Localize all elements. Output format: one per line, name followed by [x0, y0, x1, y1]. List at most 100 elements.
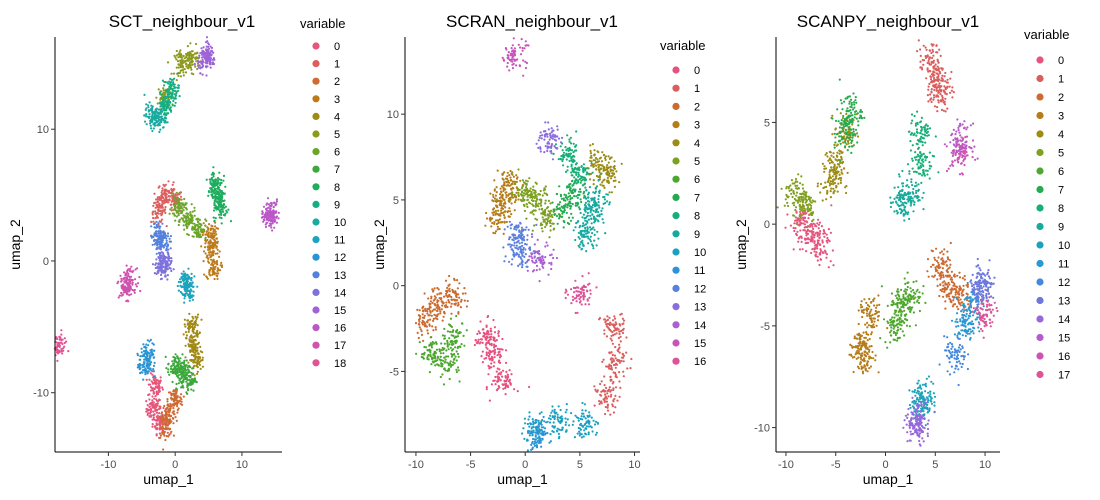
point-cluster-0	[492, 365, 495, 368]
point-cluster-0	[490, 333, 493, 336]
point-cluster-4	[193, 374, 196, 377]
point-cluster-1	[161, 206, 164, 209]
point-cluster-9	[165, 100, 168, 103]
point-cluster-17	[133, 291, 136, 294]
point-cluster-3	[218, 255, 221, 258]
point-cluster-7	[188, 383, 191, 386]
legend-key	[312, 324, 320, 332]
point-cluster-0	[493, 348, 497, 351]
point-cluster-2	[432, 290, 435, 293]
point-cluster-15	[209, 59, 212, 62]
point-cluster-8	[218, 178, 221, 181]
point-cluster-14	[156, 270, 159, 273]
point-cluster-6	[433, 351, 436, 354]
point-cluster-3	[500, 207, 504, 210]
point-cluster-6	[196, 228, 199, 231]
point-cluster-6	[181, 202, 184, 205]
point-cluster-13	[155, 223, 158, 227]
point-cluster-4	[194, 361, 197, 364]
point-cluster-8	[569, 142, 573, 145]
point-cluster-7	[179, 373, 182, 376]
point-cluster-7	[186, 386, 189, 389]
point-cluster-16	[264, 216, 267, 219]
point-cluster-2	[165, 408, 168, 411]
point-cluster-7	[552, 208, 555, 211]
point-cluster-16	[264, 207, 268, 211]
point-cluster-3	[492, 195, 495, 199]
point-cluster-8	[565, 153, 568, 156]
point-cluster-16	[266, 214, 269, 217]
point-cluster-3	[211, 270, 214, 273]
point-cluster-6	[185, 212, 188, 215]
point-cluster-9	[158, 91, 162, 94]
point-cluster-2	[161, 425, 164, 428]
point-cluster-10	[154, 109, 157, 112]
point-cluster-7	[579, 188, 582, 191]
legend-label: 9	[334, 199, 340, 211]
point-cluster-10	[154, 119, 157, 122]
point-cluster-6	[441, 373, 444, 376]
point-cluster-2	[170, 394, 173, 397]
point-cluster-6	[442, 359, 445, 362]
point-cluster-4	[194, 343, 197, 346]
point-cluster-9	[174, 97, 177, 100]
point-cluster-8	[568, 147, 571, 150]
point-cluster-8	[562, 151, 566, 154]
point-cluster-17	[120, 294, 123, 297]
point-cluster-9	[176, 72, 179, 75]
point-cluster-4	[597, 166, 600, 169]
point-cluster-0	[502, 369, 505, 372]
point-cluster-5	[523, 189, 526, 192]
point-cluster-11	[176, 284, 179, 288]
point-cluster-13	[160, 245, 163, 248]
point-cluster-6	[433, 360, 436, 363]
point-cluster-3	[215, 246, 218, 249]
point-cluster-1	[611, 382, 614, 385]
point-cluster-1	[606, 406, 609, 409]
point-cluster-7	[174, 365, 177, 368]
point-cluster-3	[220, 265, 224, 269]
point-cluster-3	[205, 230, 208, 233]
point-cluster-0	[487, 373, 490, 376]
point-cluster-4	[201, 358, 204, 362]
point-cluster-1	[163, 185, 166, 188]
point-cluster-5	[172, 72, 176, 75]
point-cluster-3	[216, 267, 219, 270]
point-cluster-2	[167, 391, 171, 394]
point-cluster-1	[621, 331, 625, 335]
point-cluster-6	[204, 237, 207, 240]
point-cluster-12	[141, 363, 144, 366]
point-cluster-3	[214, 225, 217, 228]
point-cluster-6	[187, 233, 190, 237]
point-cluster-7	[569, 219, 573, 222]
point-cluster-18	[57, 350, 60, 353]
point-cluster-7	[176, 364, 179, 367]
point-cluster-13	[153, 243, 156, 246]
point-cluster-7	[180, 376, 183, 379]
point-cluster-7	[567, 195, 570, 198]
point-cluster-2	[165, 426, 168, 429]
point-cluster-2	[173, 394, 176, 398]
point-cluster-8	[214, 181, 217, 184]
legend-key	[312, 288, 320, 296]
point-cluster-12	[151, 352, 154, 356]
point-cluster-12	[147, 367, 150, 370]
point-cluster-7	[167, 363, 170, 366]
point-cluster-6	[446, 369, 449, 372]
point-cluster-1	[622, 360, 625, 363]
point-cluster-15	[200, 47, 203, 50]
point-cluster-14	[166, 278, 169, 281]
point-cluster-2	[175, 395, 178, 398]
point-cluster-8	[216, 176, 220, 180]
point-cluster-3	[514, 199, 517, 202]
point-cluster-10	[149, 124, 152, 127]
point-cluster-3	[499, 204, 502, 207]
point-cluster-0	[485, 335, 489, 338]
point-cluster-10	[163, 119, 167, 122]
point-cluster-17	[133, 288, 136, 292]
point-cluster-0	[151, 423, 154, 426]
point-cluster-12	[136, 366, 139, 369]
point-cluster-5	[533, 224, 536, 227]
point-cluster-4	[185, 334, 188, 337]
point-cluster-11	[192, 285, 195, 288]
